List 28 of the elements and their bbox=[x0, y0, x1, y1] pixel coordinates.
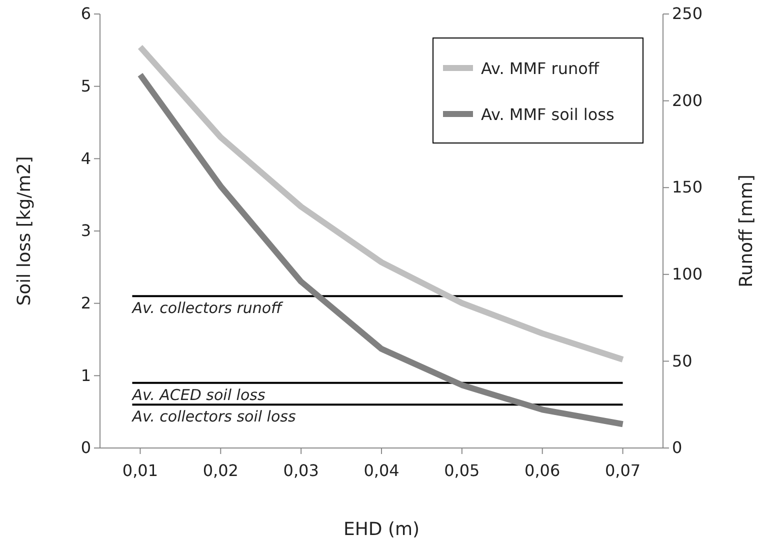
y-axis-title: Soil loss [kg/m2] bbox=[14, 156, 35, 306]
x-tick-label: 0,06 bbox=[524, 461, 560, 480]
legend-label: Av. MMF soil loss bbox=[481, 105, 614, 124]
x-tick-label: 0,02 bbox=[202, 461, 238, 480]
y2-tick-label: 0 bbox=[672, 438, 682, 458]
x-tick-label: 0,07 bbox=[604, 461, 641, 480]
x-tick-label: 0,01 bbox=[122, 461, 158, 480]
y2-tick-label: 250 bbox=[672, 4, 703, 24]
y-tick-label: 2 bbox=[80, 293, 91, 312]
y2-tick-label: 50 bbox=[672, 351, 692, 370]
x-tick-label: 0,04 bbox=[364, 461, 400, 480]
y2-tick-label: 150 bbox=[672, 178, 703, 197]
y-tick-label: 0 bbox=[80, 438, 91, 458]
x-tick-label: 0,03 bbox=[283, 461, 319, 480]
y-tick-label: 3 bbox=[80, 221, 91, 240]
y2-axis-title: Runoff [mm] bbox=[736, 174, 757, 288]
y2-tick-label: 200 bbox=[672, 90, 703, 110]
ref-line-label: Av. collectors soil loss bbox=[131, 408, 296, 426]
y2-tick-label: 100 bbox=[672, 264, 703, 284]
y-tick-label: 1 bbox=[80, 366, 91, 385]
x-tick-label: 0,05 bbox=[444, 461, 480, 480]
y-tick-label: 6 bbox=[80, 4, 91, 24]
ref-line-label: Av. collectors runoff bbox=[131, 299, 284, 318]
y-tick-label: 5 bbox=[80, 76, 91, 96]
x-axis-title: EHD (m) bbox=[343, 519, 420, 540]
legend-label: Av. MMF runoff bbox=[481, 59, 600, 78]
y-tick-label: 4 bbox=[80, 148, 91, 168]
ref-line-label: Av. ACED soil loss bbox=[131, 386, 266, 404]
